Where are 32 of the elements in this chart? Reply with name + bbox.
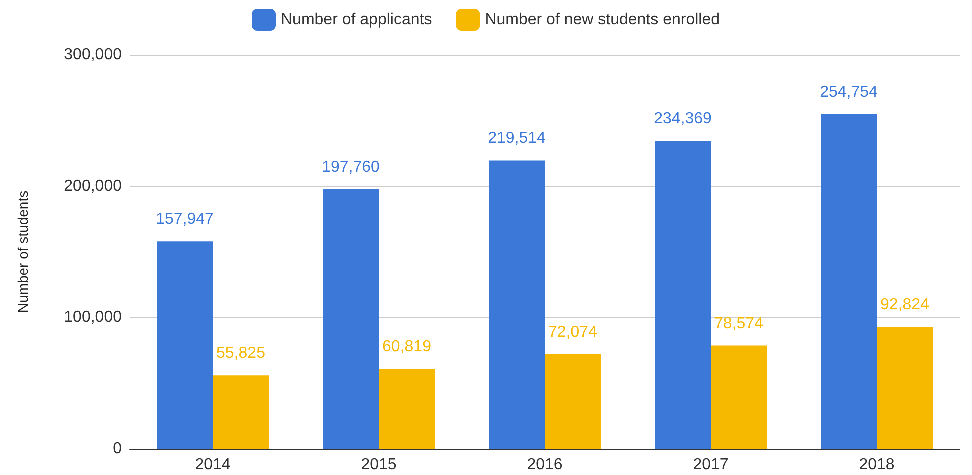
- data-label: 78,574: [714, 315, 764, 332]
- data-label: 60,819: [382, 338, 432, 356]
- bar: [821, 114, 877, 449]
- y-axis-title: Number of students: [15, 190, 31, 314]
- bar: [213, 376, 269, 449]
- bar: [489, 160, 545, 449]
- legend-label: Number of applicants: [281, 12, 432, 28]
- data-label: 72,074: [548, 324, 598, 341]
- data-label: 157,947: [156, 211, 214, 228]
- bar: [655, 141, 711, 449]
- x-tick-label: 2015: [361, 456, 397, 474]
- bar: [157, 242, 213, 449]
- y-tick-label: 0: [113, 440, 122, 458]
- bar: [877, 327, 933, 449]
- x-tick-label: 2018: [859, 456, 895, 474]
- legend-label: Number of new students enrolled: [485, 12, 720, 28]
- data-label: 55,825: [216, 345, 266, 362]
- data-label: 92,824: [880, 296, 930, 314]
- y-tick-label: 200,000: [64, 178, 122, 195]
- data-label: 254,754: [820, 84, 878, 101]
- data-label: 197,760: [322, 158, 380, 176]
- x-tick-label: 2016: [527, 456, 563, 474]
- x-tick-label: 2014: [195, 456, 231, 474]
- bar: [711, 346, 767, 449]
- x-tick-label: 2017: [693, 456, 729, 474]
- data-label: 219,514: [488, 130, 546, 148]
- bar: [323, 189, 379, 449]
- bar: [545, 354, 601, 449]
- y-tick-label: 100,000: [64, 309, 122, 326]
- data-label: 234,369: [654, 110, 712, 128]
- y-tick-label: 300,000: [64, 46, 122, 64]
- bar: [379, 369, 435, 449]
